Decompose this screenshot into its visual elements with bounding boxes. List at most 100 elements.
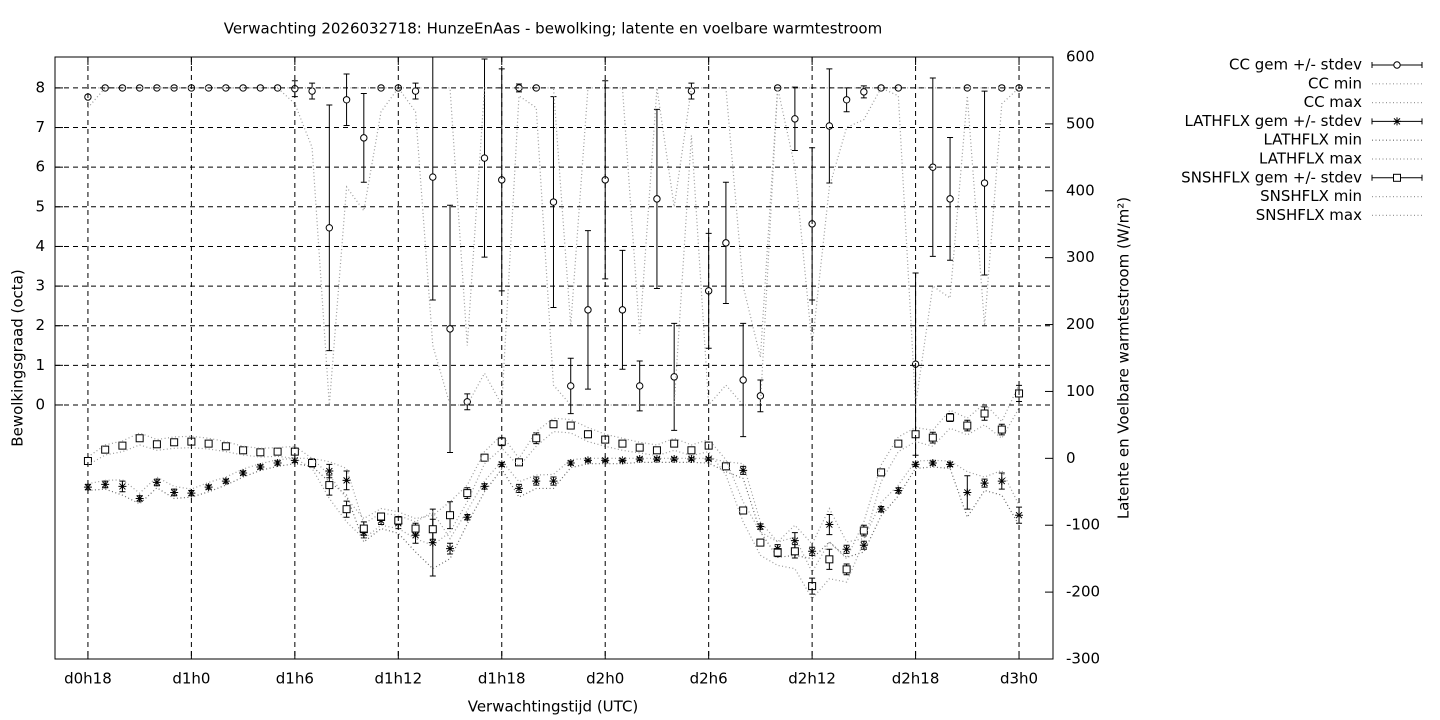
x-tick-label: d0h18: [64, 670, 112, 688]
point: [790, 536, 799, 545]
legend-marker: [1393, 61, 1401, 69]
point: [101, 480, 110, 489]
point: [239, 469, 248, 478]
y2-tick-label: 0: [1066, 449, 1076, 467]
plot-frame: [54, 56, 1054, 660]
point: [463, 489, 472, 498]
point: [980, 479, 989, 488]
legend-label: LATHFLX min: [1263, 131, 1362, 149]
legend-label: CC gem +/- stdev: [1229, 56, 1362, 74]
point: [411, 87, 420, 95]
y2-tick-label: 100: [1066, 382, 1095, 400]
point: [773, 548, 782, 557]
y-axis-label: Bewolkingsgraad (octa): [9, 269, 27, 446]
point: [739, 466, 748, 475]
y-tick-label: 8: [35, 78, 45, 96]
point: [101, 445, 110, 454]
legend-label: CC max: [1304, 93, 1363, 111]
point: [83, 483, 92, 492]
plot-area: [83, 57, 1024, 600]
point: [790, 547, 799, 556]
point: [842, 565, 851, 574]
point: [946, 460, 955, 469]
point: [618, 306, 627, 314]
point: [239, 446, 248, 455]
point: [894, 439, 903, 448]
point: [704, 455, 713, 464]
range-line: [87, 461, 1020, 570]
point: [721, 462, 730, 471]
x-tick-label: d2h0: [586, 670, 624, 688]
point: [204, 439, 213, 448]
point: [583, 456, 592, 465]
point: [877, 505, 886, 514]
point: [342, 505, 351, 514]
y-tick-label: 3: [35, 277, 45, 295]
y-tick-label: 0: [35, 395, 45, 413]
point: [118, 482, 127, 491]
point: [928, 433, 937, 442]
point: [756, 522, 765, 531]
point: [946, 413, 955, 422]
point: [532, 477, 541, 486]
point: [652, 446, 661, 455]
point: [687, 446, 696, 455]
x-axis-label: Verwachtingstijd (UTC): [468, 698, 639, 716]
point: [877, 468, 886, 477]
x-tick-label: d1h12: [374, 670, 422, 688]
y-tick-label: 7: [35, 118, 45, 136]
point: [618, 456, 627, 465]
point: [325, 224, 334, 232]
legend-label: LATHFLX max: [1259, 150, 1362, 168]
point: [308, 87, 316, 95]
chart-title: Verwachting 2026032718: HunzeEnAas - bew…: [224, 20, 882, 38]
point: [980, 179, 989, 187]
y2-tick-label: -200: [1066, 583, 1100, 601]
legend-label: SNSHFLX gem +/- stdev: [1181, 168, 1362, 186]
point: [756, 538, 765, 547]
point: [635, 382, 644, 390]
point: [670, 373, 678, 381]
point: [221, 477, 230, 486]
point: [256, 448, 265, 457]
y2-axis-label: Latente en Voelbare warmtestroom (W/m²): [1115, 197, 1133, 519]
point: [411, 524, 420, 533]
point: [583, 430, 592, 439]
point: [566, 459, 575, 468]
legend-label: CC min: [1308, 74, 1362, 92]
range-line: [87, 86, 1020, 408]
legend-marker: [1393, 173, 1401, 182]
point: [567, 382, 575, 390]
point: [928, 459, 937, 468]
x-tick-label: d2h18: [892, 670, 940, 688]
point: [722, 239, 730, 247]
point: [273, 447, 282, 456]
point: [549, 420, 558, 429]
point: [308, 459, 317, 468]
y2-tick-label: 500: [1066, 114, 1095, 132]
point: [549, 198, 558, 206]
point: [360, 134, 368, 142]
point: [152, 478, 161, 487]
point: [756, 392, 765, 400]
point: [997, 425, 1006, 434]
point: [170, 488, 179, 497]
point: [652, 455, 661, 464]
point: [118, 441, 127, 450]
y-tick-label: 6: [35, 158, 45, 176]
y2-tick-label: -300: [1066, 650, 1100, 668]
point: [635, 443, 644, 452]
x-tick-label: d1h18: [478, 670, 526, 688]
point: [290, 456, 299, 465]
point: [635, 455, 644, 464]
point: [514, 458, 523, 467]
y-tick-label: 1: [35, 356, 45, 374]
point: [653, 195, 661, 203]
point: [377, 512, 386, 521]
point: [549, 477, 558, 486]
point: [739, 376, 747, 384]
point: [411, 531, 420, 540]
legend-label: LATHFLX gem +/- stdev: [1184, 112, 1362, 130]
legend-label: SNSHFLX max: [1256, 206, 1362, 224]
